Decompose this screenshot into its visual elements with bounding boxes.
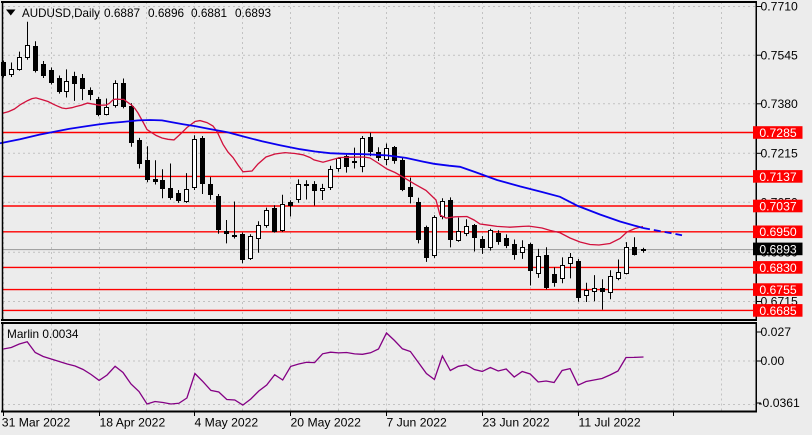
svg-text:0.6950: 0.6950 (759, 225, 796, 239)
svg-text:0.6755: 0.6755 (759, 283, 796, 297)
svg-text:11 Jul 2022: 11 Jul 2022 (579, 416, 641, 430)
svg-text:0.6830: 0.6830 (759, 261, 796, 275)
svg-text:0.6893: 0.6893 (759, 242, 796, 256)
svg-text:0.7545: 0.7545 (761, 48, 798, 62)
svg-text:AUDUSD,Daily: AUDUSD,Daily (22, 7, 100, 20)
svg-text:18 Apr 2022: 18 Apr 2022 (100, 416, 166, 430)
svg-text:20 May 2022: 20 May 2022 (291, 416, 362, 430)
svg-text:0.6887: 0.6887 (104, 6, 140, 20)
svg-text:0.00: 0.00 (761, 354, 785, 368)
svg-text:4 May 2022: 4 May 2022 (195, 416, 259, 430)
svg-text:Marlin 0.0034: Marlin 0.0034 (7, 327, 79, 341)
svg-text:0.6893: 0.6893 (235, 6, 272, 20)
svg-text:7 Jun 2022: 7 Jun 2022 (387, 416, 448, 430)
svg-text:0.7710: 0.7710 (761, 0, 798, 14)
svg-text:0.7285: 0.7285 (759, 126, 796, 140)
svg-text:31 Mar 2022: 31 Mar 2022 (2, 416, 71, 430)
svg-text:0.7137: 0.7137 (759, 170, 796, 184)
svg-text:0.6685: 0.6685 (759, 304, 796, 318)
svg-text:0.7380: 0.7380 (761, 97, 798, 111)
svg-text:0.027: 0.027 (761, 325, 792, 339)
svg-text:0.7037: 0.7037 (759, 199, 796, 213)
svg-text:-0.0361: -0.0361 (759, 396, 801, 410)
svg-text:0.7215: 0.7215 (761, 147, 798, 161)
svg-text:23 Jun 2022: 23 Jun 2022 (483, 416, 550, 430)
svg-text:0.6881: 0.6881 (191, 6, 227, 20)
svg-text:0.6896: 0.6896 (148, 6, 185, 20)
